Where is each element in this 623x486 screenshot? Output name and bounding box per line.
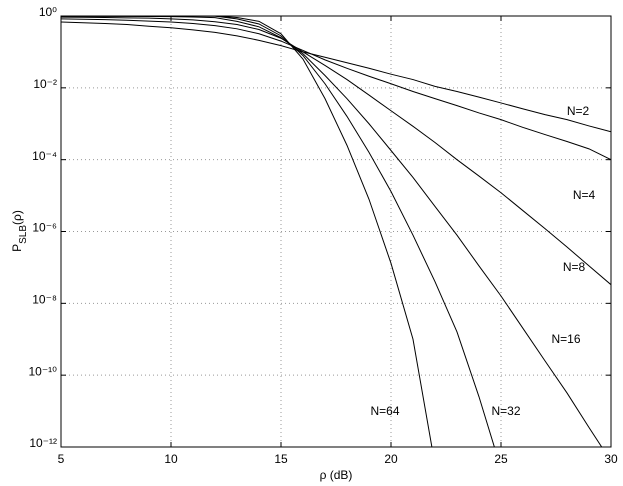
x-tick-label: 25 xyxy=(494,452,508,466)
y-tick-label: 10⁻⁶ xyxy=(32,221,57,235)
series-label: N=2 xyxy=(567,104,590,118)
y-label-sub: SLB xyxy=(18,225,29,244)
y-label-rest: (ρ) xyxy=(10,210,24,225)
y-tick-label: 10⁻⁸ xyxy=(32,293,57,307)
series-label: N=64 xyxy=(370,404,399,418)
series-label: N=8 xyxy=(563,260,586,274)
x-axis-label: ρ (dB) xyxy=(320,468,353,482)
series-line xyxy=(61,21,611,133)
series-line xyxy=(61,18,611,161)
x-tick-label: 30 xyxy=(604,452,618,466)
y-label-main: P xyxy=(10,244,24,252)
y-axis-label: PSLB(ρ) xyxy=(10,210,28,252)
series-label: N=4 xyxy=(573,188,596,202)
y-tick-label: 10⁻¹⁰ xyxy=(29,364,58,378)
x-tick-label: 20 xyxy=(384,452,398,466)
x-tick-label: 15 xyxy=(274,452,288,466)
plot-frame xyxy=(60,15,612,448)
plot-area xyxy=(61,16,611,447)
y-tick-label: 10⁻⁴ xyxy=(32,149,57,163)
y-tick-label: 10⁻¹² xyxy=(29,436,57,450)
series-line xyxy=(61,16,611,286)
series-label: N=16 xyxy=(551,332,580,346)
y-tick-label: 10⁻² xyxy=(33,77,57,91)
y-tick-label: 10⁰ xyxy=(39,5,57,19)
series-label: N=32 xyxy=(491,404,520,418)
series-line xyxy=(61,16,433,447)
x-tick-label: 10 xyxy=(164,452,178,466)
lines xyxy=(61,16,611,447)
x-tick-label: 5 xyxy=(58,452,65,466)
